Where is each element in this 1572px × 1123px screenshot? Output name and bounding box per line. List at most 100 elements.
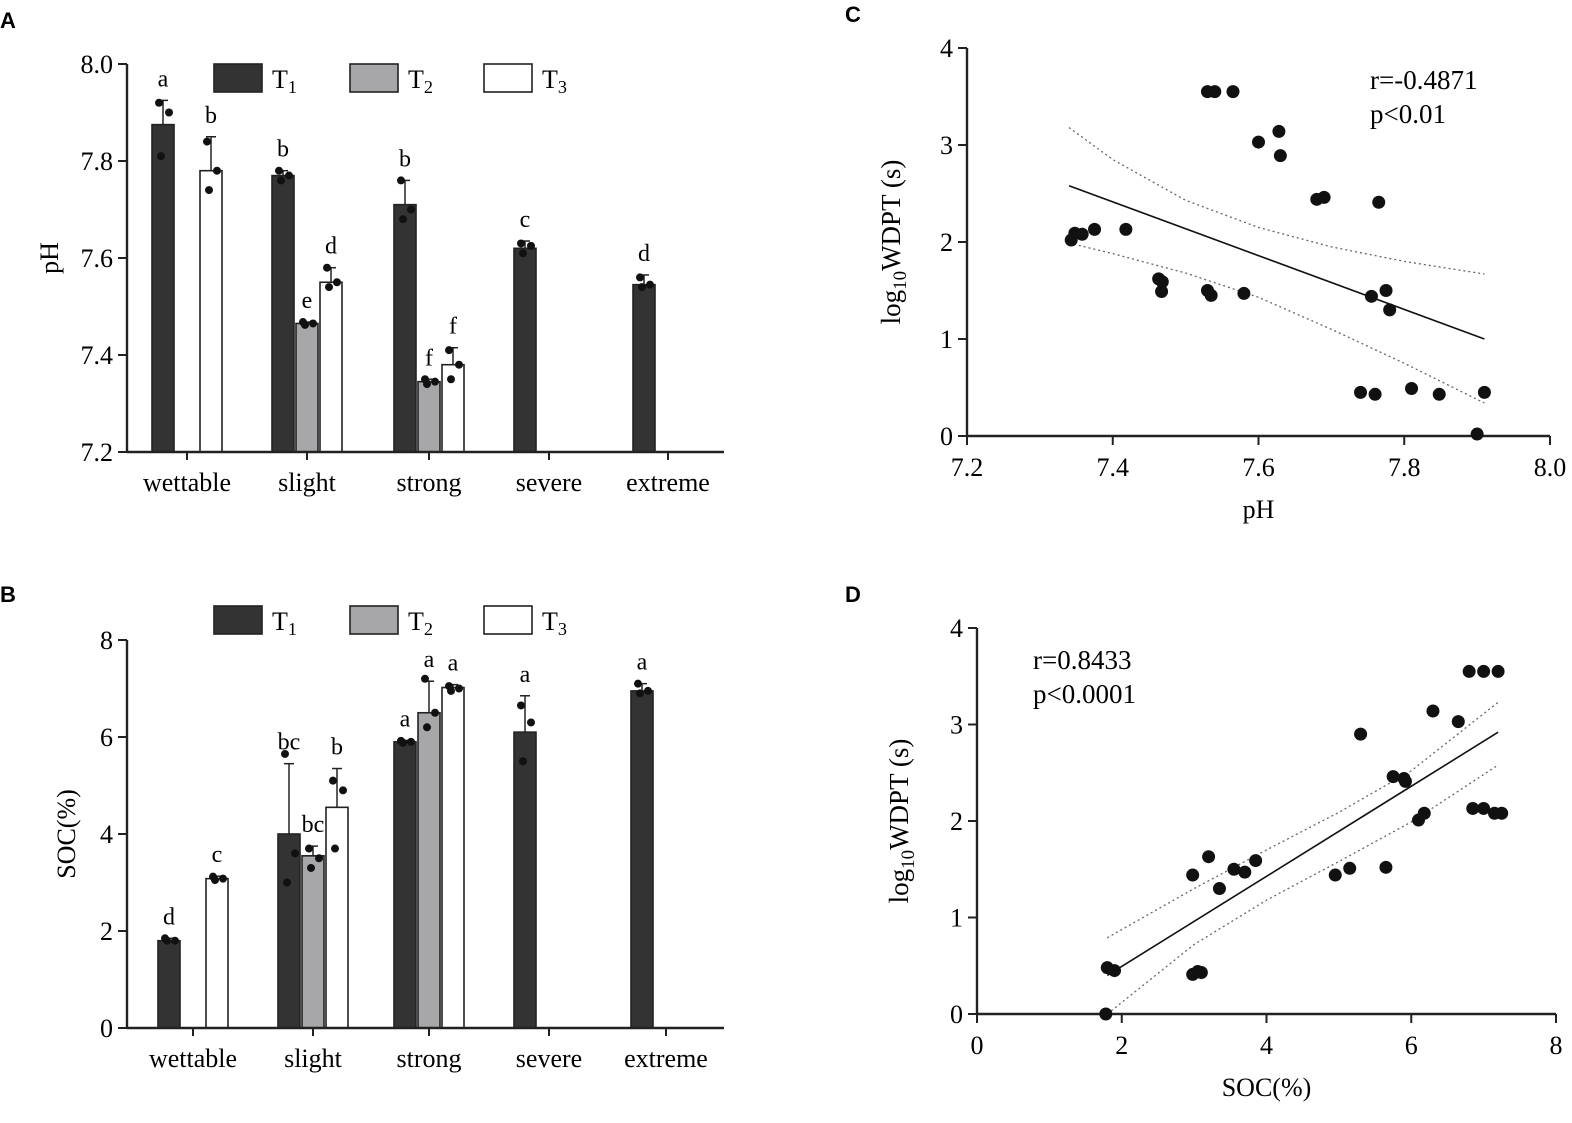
data-point	[1194, 966, 1208, 980]
significance-letter: a	[424, 647, 435, 673]
data-point	[519, 757, 527, 766]
data-point	[171, 936, 179, 945]
data-point	[331, 844, 339, 853]
significance-letter: c	[212, 842, 223, 868]
data-point	[1272, 124, 1286, 138]
data-point	[1155, 284, 1169, 298]
data-point	[1398, 774, 1412, 788]
data-point	[1212, 882, 1226, 896]
data-point	[1155, 275, 1169, 289]
significance-letter: e	[302, 288, 313, 314]
data-point	[1328, 868, 1342, 882]
category-label: severe	[516, 468, 582, 497]
category-label: strong	[397, 1044, 462, 1073]
bar-wettable-T1	[151, 123, 175, 453]
significance-letter: bc	[302, 812, 325, 838]
data-point	[1249, 854, 1263, 868]
data-point	[1470, 427, 1484, 441]
data-point	[309, 319, 317, 328]
data-point	[423, 723, 431, 732]
data-point	[281, 749, 289, 758]
data-point	[1451, 715, 1465, 729]
legend-swatch-T2	[349, 605, 399, 635]
data-point	[1405, 381, 1419, 395]
data-point	[1252, 135, 1265, 149]
legend-swatch-T3	[483, 63, 533, 93]
data-point	[211, 876, 219, 885]
data-point	[517, 239, 525, 248]
y-tick-label: 7.8	[81, 147, 114, 176]
bar-extreme-T1	[630, 690, 654, 1029]
data-point	[157, 152, 165, 161]
y-tick-label: 1	[940, 325, 953, 354]
data-point	[219, 874, 227, 883]
ci-upper-line	[1068, 127, 1485, 275]
significance-letter: b	[331, 735, 343, 761]
legend-swatch-T1	[213, 63, 263, 93]
bar-slight-T1	[271, 174, 295, 453]
data-point	[325, 283, 333, 292]
data-point	[1343, 861, 1357, 875]
data-point	[1466, 801, 1480, 815]
x-tick-label: 2	[1115, 1031, 1128, 1060]
y-tick-label: 4	[100, 820, 113, 849]
data-point	[407, 205, 415, 214]
ci-lower-line	[1068, 242, 1485, 404]
data-point	[1379, 860, 1393, 874]
y-axis-label: pH	[35, 242, 64, 274]
data-point	[455, 684, 463, 693]
data-point	[445, 346, 453, 355]
data-point	[155, 98, 163, 107]
ci-upper-line	[1106, 701, 1499, 939]
x-axis-label: SOC(%)	[1222, 1073, 1312, 1102]
y-tick-label: 8.0	[81, 50, 114, 79]
category-label: wettable	[149, 1044, 237, 1073]
data-point	[323, 263, 331, 272]
data-point	[1204, 288, 1218, 302]
data-point	[275, 166, 283, 175]
bar-severe-T1	[513, 247, 537, 453]
data-point	[1354, 727, 1368, 741]
bar-strong-T2	[417, 711, 441, 1029]
data-point	[646, 280, 654, 289]
significance-letter: bc	[278, 730, 301, 756]
data-point	[203, 137, 211, 146]
regression-line	[1068, 184, 1485, 340]
regression-line	[1106, 731, 1499, 977]
data-point	[315, 854, 323, 863]
data-point	[455, 360, 463, 369]
data-point	[1364, 289, 1378, 303]
data-point	[1354, 385, 1368, 399]
significance-letter: a	[400, 706, 411, 732]
y-tick-label: 1	[950, 904, 963, 933]
data-point	[283, 878, 291, 887]
annotation-r: r=-0.4871	[1370, 65, 1477, 95]
panel-a: ApH a b b e d b ff c d 7.2 7.4 7.6 7.8 8.0 wettable slig…	[0, 8, 724, 497]
data-point	[421, 674, 429, 683]
data-point	[1317, 190, 1331, 204]
data-point	[636, 273, 644, 282]
significance-letter: b	[399, 146, 411, 172]
data-point	[397, 176, 405, 185]
data-point	[1186, 868, 1200, 882]
x-tick-label: 4	[1260, 1031, 1273, 1060]
category-label: slight	[278, 468, 337, 497]
data-point	[1477, 385, 1491, 399]
data-point	[1379, 284, 1393, 297]
ci-lower-line	[1106, 764, 1499, 1015]
data-point	[431, 708, 439, 717]
bar-wettable-T1	[157, 939, 181, 1029]
data-point	[1383, 303, 1397, 317]
y-tick-label: 0	[100, 1014, 113, 1043]
data-point	[1426, 704, 1440, 718]
y-tick-label: 8	[100, 626, 113, 655]
data-point	[291, 849, 299, 858]
significance-letter: a	[448, 651, 459, 677]
data-point	[1273, 149, 1287, 163]
data-point	[1226, 85, 1240, 99]
data-point	[1386, 770, 1400, 784]
significance-letter: a	[520, 662, 531, 688]
data-point	[1477, 664, 1491, 678]
data-point	[301, 320, 309, 329]
